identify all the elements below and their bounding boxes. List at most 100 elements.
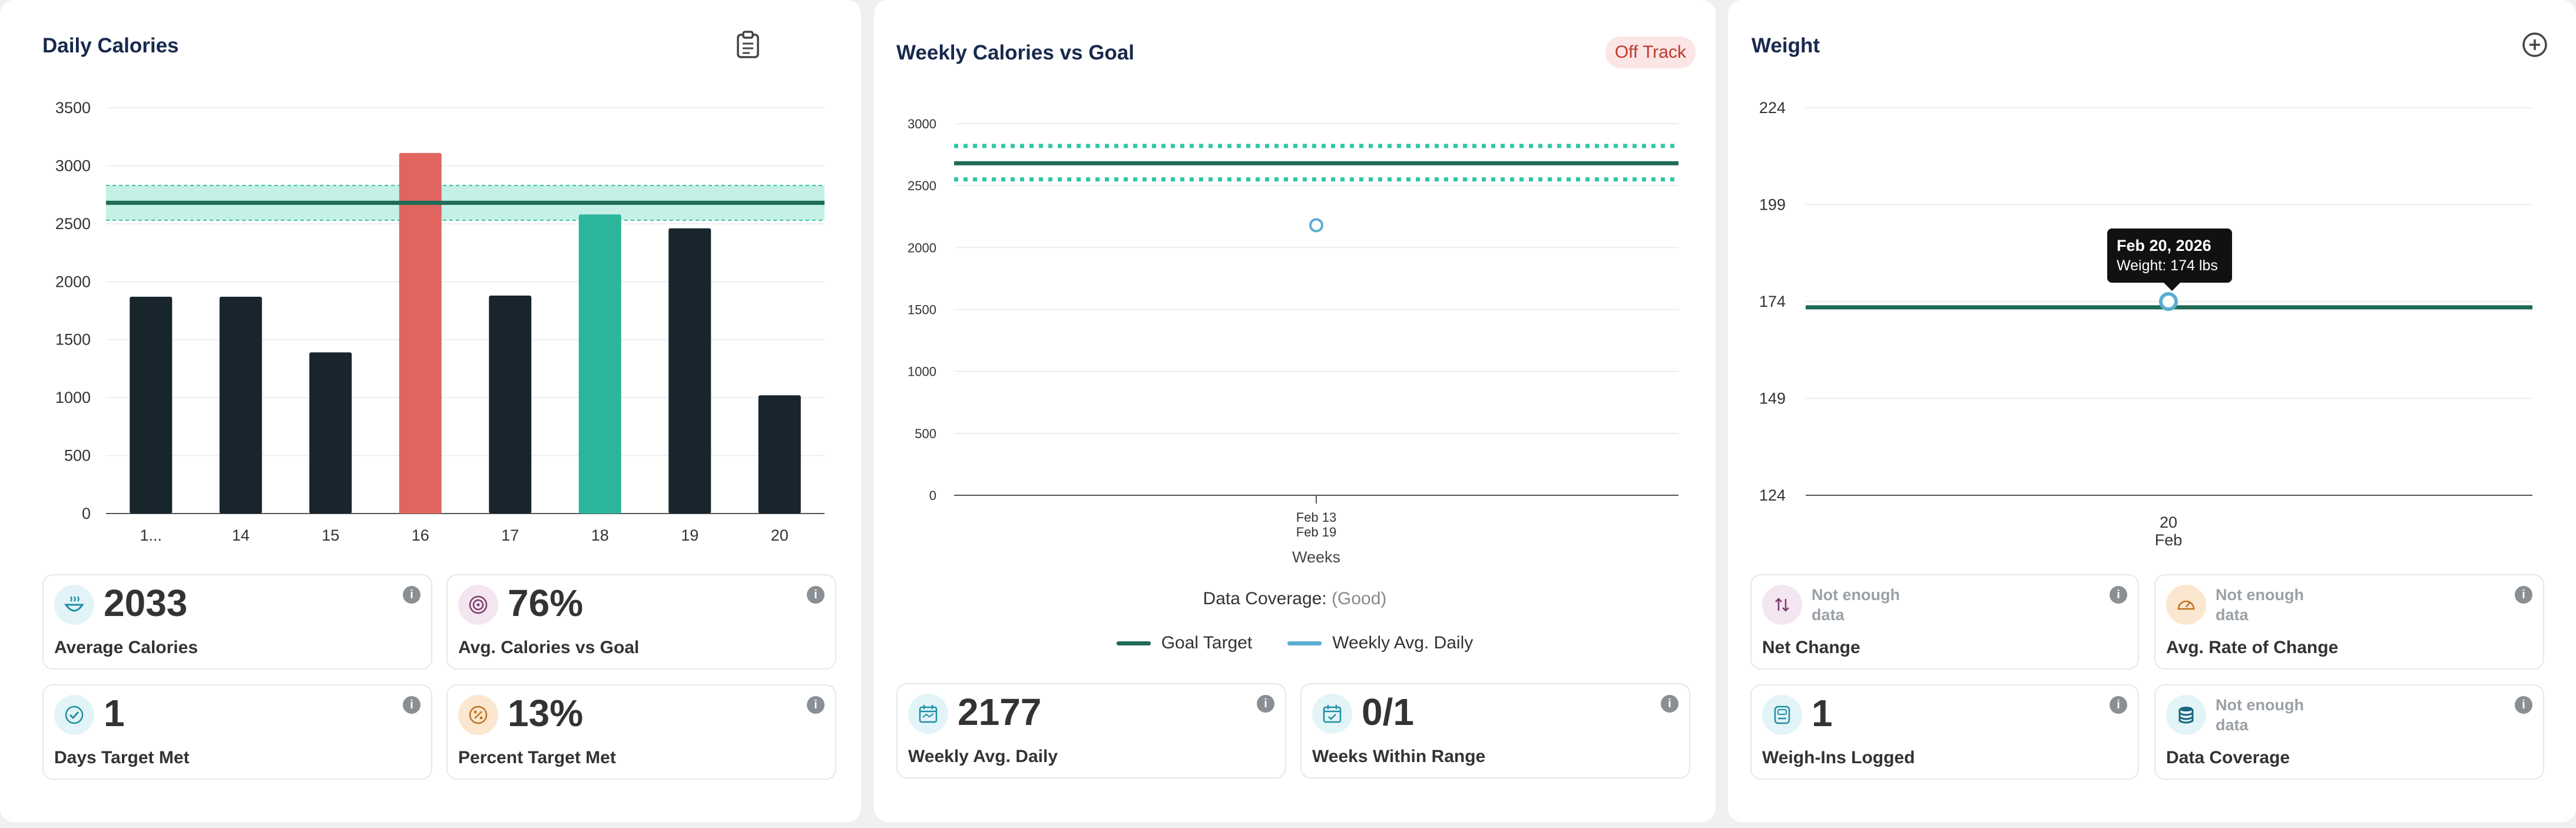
y-tick-label: 224 — [1759, 99, 1786, 117]
info-icon[interactable]: i — [2515, 586, 2532, 604]
stat-weigh-ins-logged: 1 Weigh-Ins Logged i — [1750, 684, 2139, 780]
x-tick-label: 16 — [412, 526, 429, 544]
info-icon[interactable]: i — [807, 696, 825, 714]
info-icon[interactable]: i — [403, 586, 420, 604]
stat-percent-target-met-value: 13% — [508, 692, 584, 734]
y-tick-label: 149 — [1759, 390, 1786, 408]
y-tick-label: 3000 — [55, 157, 91, 174]
stat-weeks-within-range: 0/1 Weeks Within Range i — [1300, 683, 1690, 779]
y-tick-label: 174 — [1759, 293, 1786, 310]
legend-weekly-label: Weekly Avg. Daily — [1332, 633, 1474, 653]
y-tick-label: 3500 — [55, 99, 91, 117]
legend-weekly-avg[interactable]: Weekly Avg. Daily — [1287, 633, 1473, 653]
info-icon[interactable]: i — [807, 586, 825, 604]
stat-avg-calories-vs-goal-label: Avg. Calories vs Goal — [458, 638, 640, 657]
weight-tooltip: Feb 20, 2026 Weight: 174 lbs — [2107, 228, 2232, 291]
y-tick-label: 500 — [64, 447, 91, 465]
calorie-bar — [309, 352, 352, 514]
data-coverage-label: Data Coverage: — [1203, 589, 1327, 608]
legend-weekly-swatch — [1287, 641, 1322, 645]
calorie-bar — [668, 228, 711, 514]
data-coverage-value: (Good) — [1332, 589, 1387, 608]
y-tick-label: 2500 — [55, 215, 91, 233]
stat-weekly-avg-daily-value: 2177 — [958, 691, 1042, 733]
stat-days-target-met-value: 1 — [104, 692, 125, 734]
x-tick-label-line2: Feb — [2155, 531, 2183, 549]
add-weight-icon[interactable] — [2518, 28, 2551, 61]
data-coverage: Data Coverage: (Good) — [874, 589, 1716, 609]
weight-title: Weight — [1751, 34, 1820, 57]
stat-net-change-value: Not enough data — [1812, 586, 1900, 624]
info-icon[interactable]: i — [403, 696, 420, 714]
stat-weeks-within-range-value: 0/1 — [1362, 691, 1414, 733]
database-icon — [2166, 695, 2206, 735]
calorie-bar — [758, 395, 801, 514]
calorie-bar — [578, 214, 621, 514]
stat-weigh-ins-logged-value: 1 — [1812, 692, 1833, 734]
daily-calories-title: Daily Calories — [42, 34, 179, 57]
info-icon[interactable]: i — [2515, 696, 2532, 714]
calendar-icon — [908, 694, 948, 734]
percent-icon — [458, 695, 498, 735]
x-tick-label: 19 — [681, 526, 698, 544]
stat-average-calories-value: 2033 — [104, 582, 188, 624]
target-icon — [458, 585, 498, 625]
info-icon[interactable]: i — [1257, 695, 1274, 713]
stat-net-change-label: Net Change — [1762, 638, 1860, 657]
stat-weekly-avg-daily-label: Weekly Avg. Daily — [908, 747, 1058, 766]
weekly-calories-title: Weekly Calories vs Goal — [896, 41, 1135, 64]
info-icon[interactable]: i — [1661, 695, 1678, 713]
y-tick-label: 3000 — [908, 117, 936, 131]
weekly-avg-point — [1309, 218, 1323, 233]
stat-percent-target-met: 13% Percent Target Met i — [446, 684, 836, 780]
info-icon[interactable]: i — [2110, 696, 2127, 714]
stat-avg-rate-of-change-label: Avg. Rate of Change — [2166, 638, 2339, 657]
gauge-icon — [2166, 585, 2206, 625]
x-tick-label-line1: 20 — [2160, 514, 2177, 531]
x-tick-label-line1: Feb 13 — [1296, 510, 1337, 525]
daily-calories-chart: 0 500 1000 1500 2000 2500 3000 3500 1... 14 15 16 17… — [55, 99, 825, 544]
stat-avg-calories-vs-goal-value: 76% — [508, 582, 584, 624]
x-tick-label: 17 — [501, 526, 519, 544]
y-tick-label: 199 — [1759, 196, 1786, 214]
y-tick-label: 1500 — [55, 331, 91, 349]
calorie-bar — [399, 153, 442, 514]
weekly-legend: Goal Target Weekly Avg. Daily — [874, 633, 1716, 653]
stat-net-change: Not enough data Net Change i — [1750, 574, 2139, 670]
stat-weeks-within-range-label: Weeks Within Range — [1312, 747, 1486, 766]
x-tick-label-line2: Feb 19 — [1296, 525, 1337, 539]
stat-days-target-met-label: Days Target Met — [54, 748, 190, 767]
clipboard-icon[interactable] — [731, 28, 764, 61]
x-tick-label: 18 — [591, 526, 609, 544]
stat-average-calories: 2033 Average Calories i — [42, 574, 432, 670]
x-tick-label: 20 — [771, 526, 789, 544]
y-tick-label: 1000 — [908, 365, 936, 379]
stat-avg-rate-of-change-value: Not enough data — [2216, 586, 2304, 624]
info-icon[interactable]: i — [2110, 586, 2127, 604]
y-tick-label: 0 — [929, 488, 936, 503]
y-tick-label: 2500 — [908, 178, 936, 193]
stat-weigh-ins-logged-label: Weigh-Ins Logged — [1762, 748, 1915, 767]
x-tick-label: 15 — [322, 526, 339, 544]
y-tick-label: 1500 — [908, 303, 936, 317]
check-circle-icon — [54, 695, 94, 735]
stat-weekly-avg-daily: 2177 Weekly Avg. Daily i — [896, 683, 1286, 779]
stat-days-target-met: 1 Days Target Met i — [42, 684, 432, 780]
calendar-check-icon — [1312, 694, 1352, 734]
stat-avg-calories-vs-goal: 76% Avg. Calories vs Goal i — [446, 574, 836, 670]
tooltip-date: Feb 20, 2026 — [2117, 237, 2211, 254]
scale-icon — [1762, 695, 1802, 735]
legend-goal-swatch — [1116, 641, 1151, 645]
arrows-updown-icon — [1762, 585, 1802, 625]
calorie-bar — [489, 295, 532, 514]
stat-average-calories-label: Average Calories — [54, 638, 198, 657]
stat-avg-rate-of-change: Not enough data Avg. Rate of Change i — [2154, 574, 2544, 670]
bowl-icon — [54, 585, 94, 625]
off-track-badge: Off Track — [1605, 37, 1696, 68]
legend-goal-target[interactable]: Goal Target — [1116, 633, 1252, 653]
y-tick-label: 2000 — [55, 273, 91, 290]
stat-data-coverage: Not enough data Data Coverage i — [2154, 684, 2544, 780]
